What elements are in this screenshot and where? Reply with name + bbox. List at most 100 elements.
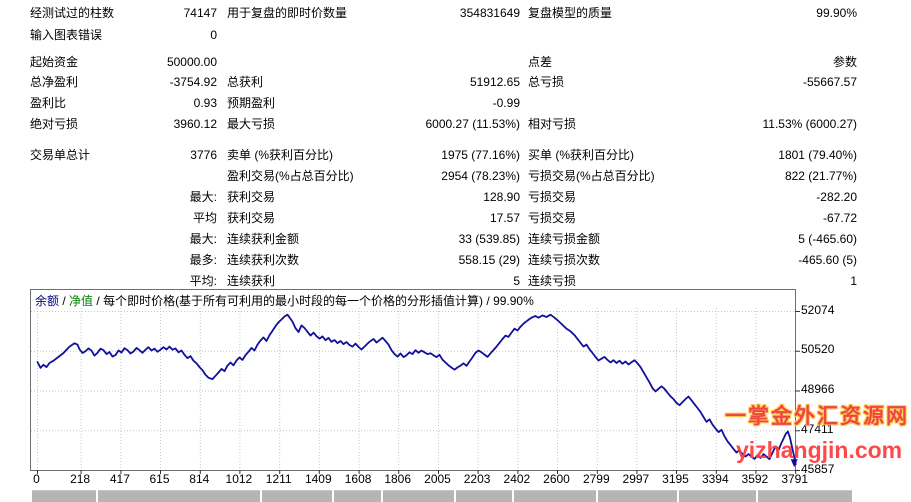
metric-value: 最大: [189,232,217,246]
taskbar-button[interactable] [32,490,96,502]
y-axis-label: 50520 [801,342,835,357]
metric-label: 亏损交易 [528,211,577,225]
metric-value: 平均 [192,211,217,225]
watermark-site-url: yizhangjin.com [736,437,903,463]
report-row: 绝对亏损 3960.12 最大亏损 6000.27 (11.53%) 相对亏损 11.53… [0,116,911,132]
taskbar-button[interactable] [98,490,260,502]
report-row: 总净盈利 -3754.92 总获利 51912.65 总亏损 -55667.57 [0,74,911,90]
report-row: 最大: 连续获利金额 33 (539.85) 连续亏损金额 5 (-465.60) [0,231,911,247]
chart-description: 每个即时价格(基于所有可利用的最小时段的每一个价格的分形插值计算) [103,294,484,308]
metric-value: 5 (-465.60) [798,232,857,246]
taskbar-button[interactable] [598,490,677,502]
metric-value: 0.93 [193,96,217,110]
metric-value: -0.99 [492,96,520,110]
y-axis-label: 48966 [801,381,835,396]
metric-value: 50000.00 [166,55,217,69]
metric-value: -282.20 [816,190,857,204]
metric-value: -3754.92 [169,75,217,89]
metric-label: 输入图表错误 [30,28,103,42]
taskbar-button[interactable] [456,490,512,502]
x-axis-label: 1012 [225,472,253,486]
report-row: 经测试过的柱数 74147 用于复盘的即时价数量 354831649 复盘模型的质量 99… [0,5,911,21]
metric-value: 99.90% [816,6,857,20]
taskbar-button[interactable] [334,490,381,502]
metric-value: 3960.12 [173,117,217,131]
x-axis-label: 2005 [424,472,451,486]
legend-separator: / [483,294,494,308]
taskbar-button[interactable] [383,490,454,502]
report-row: 输入图表错误 0 [0,27,911,43]
metric-label: 总净盈利 [30,75,79,89]
metric-value: 最多: [189,253,217,267]
metric-value: 平均: [189,274,217,288]
taskbar-button[interactable] [262,490,332,502]
x-axis-label: 417 [109,472,130,486]
x-axis-label: 2203 [463,472,491,486]
metric-label: 卖单 (%获利百分比) [227,148,333,162]
taskbar-button[interactable] [679,490,756,502]
metric-value: 5 [513,274,520,288]
report-row: 盈利交易(%占总百分比) 2954 (78.23%) 亏损交易(%占总百分比) 822… [0,168,911,184]
metric-label: 连续亏损金额 [528,232,601,246]
metric-label: 获利交易 [227,211,276,225]
metric-value: 1801 (79.40%) [778,148,857,162]
balance-legend-label: 余额 [35,294,60,308]
report-row: 平均: 连续获利 5 连续亏损 1 [0,273,911,289]
metric-label: 亏损交易 [528,190,577,204]
y-axis-label: 45857 [801,461,835,476]
metric-label: 交易单总计 [30,148,91,162]
metric-label: 亏损交易(%占总百分比) [528,169,655,183]
x-axis-label: 814 [189,472,210,486]
equity-chart: 余额 / 净值 / 每个即时价格(基于所有可利用的最小时段的每一个价格的分形插值… [30,289,800,474]
y-axis-label: 47411 [801,421,834,436]
report-row: 起始资金 50000.00 点差 参数 [0,54,911,70]
metric-label: 总获利 [227,75,264,89]
metric-label: 复盘模型的质量 [528,6,613,20]
x-axis-label: 2799 [582,472,610,486]
x-axis-label: 1211 [265,472,292,486]
metric-value: 2954 (78.23%) [441,169,520,183]
metric-label: 盈利比 [30,96,67,110]
metric-label: 连续亏损次数 [528,253,601,267]
taskbar-button[interactable] [514,490,596,502]
metric-label: 相对亏损 [528,117,577,131]
equity-legend-label: 净值 [69,294,94,308]
x-axis-label: 3394 [701,472,729,486]
metric-label: 获利交易 [227,190,276,204]
report-row: 平均 获利交易 17.57 亏损交易 -67.72 [0,210,911,226]
report-row: 交易单总计 3776 卖单 (%获利百分比) 1975 (77.16%) 买单 (%获利… [0,147,911,163]
metric-value: 0 [210,28,217,42]
report-row: 最多: 连续获利次数 558.15 (29) 连续亏损次数 -465.60 (5) [0,252,911,268]
x-axis-label: 2600 [543,472,570,486]
x-axis-label: 218 [70,472,91,486]
y-axis-label: 52074 [801,302,835,317]
metric-label: 点差 [528,55,553,69]
report-row: 盈利比 0.93 预期盈利 -0.99 [0,95,911,111]
metric-label: 总亏损 [528,75,565,89]
metric-value: 51912.65 [469,75,520,89]
chart-legend: 余额 / 净值 / 每个即时价格(基于所有可利用的最小时段的每一个价格的分形插值… [35,292,534,309]
metric-value: -67.72 [822,211,857,225]
balance-curve-plot [31,308,800,474]
x-axis-label: 3791 [781,472,809,486]
metric-value: 11.53% (6000.27) [762,117,857,131]
metric-value: 最大: [189,190,217,204]
x-axis-label: 3592 [741,472,769,486]
metric-label: 最大亏损 [227,117,276,131]
metric-label: 盈利交易(%占总百分比) [227,169,354,183]
metric-value: 33 (539.85) [458,232,520,246]
legend-separator: / [93,294,104,308]
metric-value: 354831649 [459,6,520,20]
metric-label: 经测试过的柱数 [30,6,115,20]
metric-value: 17.57 [489,211,520,225]
metric-label: 预期盈利 [227,96,276,110]
metric-value: -465.60 (5) [798,253,857,267]
watermark-site-name: 一掌金外汇资源网 [725,405,909,428]
metric-value: 6000.27 (11.53%) [425,117,520,131]
metric-value: 128.90 [483,190,520,204]
metric-value: -55667.57 [802,75,857,89]
x-axis-label: 0 [33,472,40,486]
legend-separator: / [59,294,70,308]
taskbar-button[interactable] [758,490,852,502]
